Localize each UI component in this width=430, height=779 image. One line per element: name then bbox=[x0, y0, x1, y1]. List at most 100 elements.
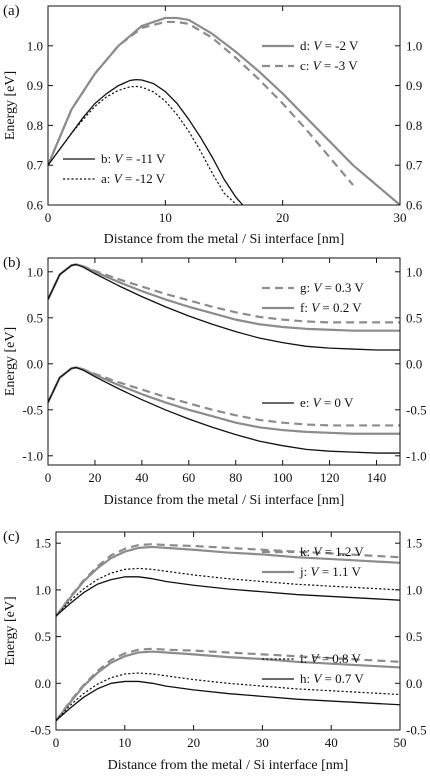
x-tick-label: 10 bbox=[118, 735, 131, 750]
x-tick-label: 80 bbox=[229, 470, 242, 485]
legend-variable: V bbox=[313, 58, 323, 73]
y-tick-label: 1.0 bbox=[35, 582, 51, 597]
y-tick-label: 0.5 bbox=[27, 310, 43, 325]
y-tick-label-right: 0.0 bbox=[406, 356, 422, 371]
panel-c: 0 10 20 30 40 50-0.5 -0.50.0 0.00.5 0.51.0 1.01.5… bbox=[3, 529, 427, 773]
series-line-b bbox=[48, 78, 244, 205]
legend-prefix: j: bbox=[299, 564, 310, 579]
y-tick-label-right: -0.5 bbox=[406, 723, 427, 738]
legend-prefix: d: bbox=[300, 38, 313, 53]
x-tick-label: 60 bbox=[182, 470, 195, 485]
y-tick-label: 1.0 bbox=[27, 38, 43, 53]
y-tick-label: -0.5 bbox=[30, 723, 51, 738]
plot-frame bbox=[47, 257, 401, 466]
series-line-j bbox=[56, 545, 400, 617]
x-tick-label: 50 bbox=[394, 735, 407, 750]
x-tick-label: 40 bbox=[325, 735, 338, 750]
legend-top-right: k: V = 1.2 V j: V = 1.1 V bbox=[262, 544, 364, 579]
panel-label: (c) bbox=[3, 529, 20, 545]
x-tick-label: 20 bbox=[88, 470, 101, 485]
series-line-j-lower bbox=[56, 650, 400, 722]
x-tick-label: 0 bbox=[45, 470, 52, 485]
y-tick-label-right: -1.0 bbox=[406, 448, 427, 463]
panel-a: 0 10 20 300.6 0.60.7 0.70.8 0.80.9 0.91.0 1.0Dis… bbox=[3, 3, 423, 247]
legend-variable: V bbox=[311, 300, 321, 315]
x-tick-label: 30 bbox=[256, 735, 269, 750]
y-tick-label: 0.9 bbox=[27, 78, 43, 93]
y-tick-label: -0.5 bbox=[22, 402, 43, 417]
y-tick-label-right: 0.7 bbox=[406, 158, 423, 173]
plot-frame bbox=[55, 531, 401, 731]
x-axis-label: Distance from the metal / Si interface [… bbox=[104, 232, 345, 247]
legend-entry-h: h: V = 0.7 V bbox=[300, 671, 364, 686]
plot-frame bbox=[47, 5, 401, 206]
legend-prefix: b: bbox=[101, 151, 114, 166]
y-tick-label-right: 1.5 bbox=[406, 536, 422, 551]
y-tick-label: 0.5 bbox=[35, 629, 51, 644]
x-tick-label: 100 bbox=[273, 470, 293, 485]
y-tick-label: 1.5 bbox=[35, 536, 51, 551]
x-tick-label: 30 bbox=[394, 210, 407, 225]
legend-value: = 0.3 V bbox=[321, 280, 364, 295]
legend-value: = -2 V bbox=[321, 38, 359, 53]
x-tick-label: 20 bbox=[187, 735, 200, 750]
legend-entry-j: j: V = 1.1 V bbox=[299, 564, 362, 579]
y-axis-label: Energy [eV] bbox=[3, 327, 18, 396]
y-tick-label-right: 1.0 bbox=[406, 38, 422, 53]
series-line-h bbox=[56, 576, 400, 617]
legend-entry-g: g: V = 0.3 V bbox=[300, 280, 364, 295]
y-tick-label-right: 1.0 bbox=[406, 582, 422, 597]
y-tick-label: 0.6 bbox=[27, 198, 44, 213]
legend-prefix: a: bbox=[101, 171, 114, 186]
legend-value: = 0.2 V bbox=[319, 300, 362, 315]
x-tick-label: 140 bbox=[367, 470, 387, 485]
legend-entry-d: d: V = -2 V bbox=[300, 38, 359, 53]
legend-entry-b: b: V = -11 V bbox=[101, 151, 166, 166]
y-tick-label: 0.0 bbox=[35, 676, 51, 691]
x-axis-label: Distance from the metal / Si interface [… bbox=[104, 493, 345, 508]
series-line-c bbox=[48, 20, 354, 186]
legend-entry-a: a: V = -12 V bbox=[101, 171, 166, 186]
legend-top-right: g: V = 0.3 V f: V = 0.2 V bbox=[262, 280, 364, 315]
legend-bottom-left: b: V = -11 V a: V = -12 V bbox=[63, 151, 166, 186]
x-tick-label: 40 bbox=[135, 470, 148, 485]
y-tick-label-right: 0.6 bbox=[406, 198, 423, 213]
y-tick-label: 0.7 bbox=[27, 158, 44, 173]
series-line-a bbox=[48, 85, 238, 205]
legend-prefix: f: bbox=[300, 300, 311, 315]
x-tick-label: 0 bbox=[53, 735, 60, 750]
legend-prefix: e: bbox=[300, 395, 313, 410]
y-tick-label-right: 0.8 bbox=[406, 118, 422, 133]
y-tick-label: -1.0 bbox=[22, 448, 43, 463]
legend-value: = -12 V bbox=[122, 171, 166, 186]
y-tick-label-right: 0.5 bbox=[406, 629, 422, 644]
legend-prefix: i: bbox=[300, 651, 310, 666]
y-tick-label-right: 0.5 bbox=[406, 310, 422, 325]
legend-value: = -3 V bbox=[321, 58, 359, 73]
y-tick-label: 1.0 bbox=[27, 264, 43, 279]
panel-label: (b) bbox=[3, 255, 21, 271]
legend-entry-f: f: V = 0.2 V bbox=[300, 300, 362, 315]
legend-variable: V bbox=[310, 564, 320, 579]
legend-entry-e: e: V = 0 V bbox=[300, 395, 354, 410]
series-line-i bbox=[56, 567, 400, 617]
x-axis-label: Distance from the metal / Si interface [… bbox=[108, 758, 349, 773]
y-tick-label-right: 0.0 bbox=[406, 676, 422, 691]
legend-variable: V bbox=[313, 280, 323, 295]
panel-label: (a) bbox=[3, 3, 20, 19]
series-line-e bbox=[48, 263, 400, 351]
y-axis-label: Energy [eV] bbox=[3, 596, 18, 665]
series-line-h-lower bbox=[56, 680, 400, 722]
series-line-e-lower bbox=[48, 366, 400, 454]
legend-variable: V bbox=[114, 151, 124, 166]
legend-variable: V bbox=[313, 395, 323, 410]
legend-middle-right: i: V = 0.8 V h: V = 0.7 V bbox=[262, 651, 364, 686]
legend-top-right: d: V = -2 V c: V = -3 V bbox=[262, 38, 359, 73]
legend-entry-c: c: V = -3 V bbox=[300, 58, 358, 73]
x-tick-label: 10 bbox=[159, 210, 172, 225]
y-tick-label-right: 1.0 bbox=[406, 264, 422, 279]
legend-variable: V bbox=[313, 544, 323, 559]
legend-middle-right: e: V = 0 V bbox=[262, 395, 354, 410]
